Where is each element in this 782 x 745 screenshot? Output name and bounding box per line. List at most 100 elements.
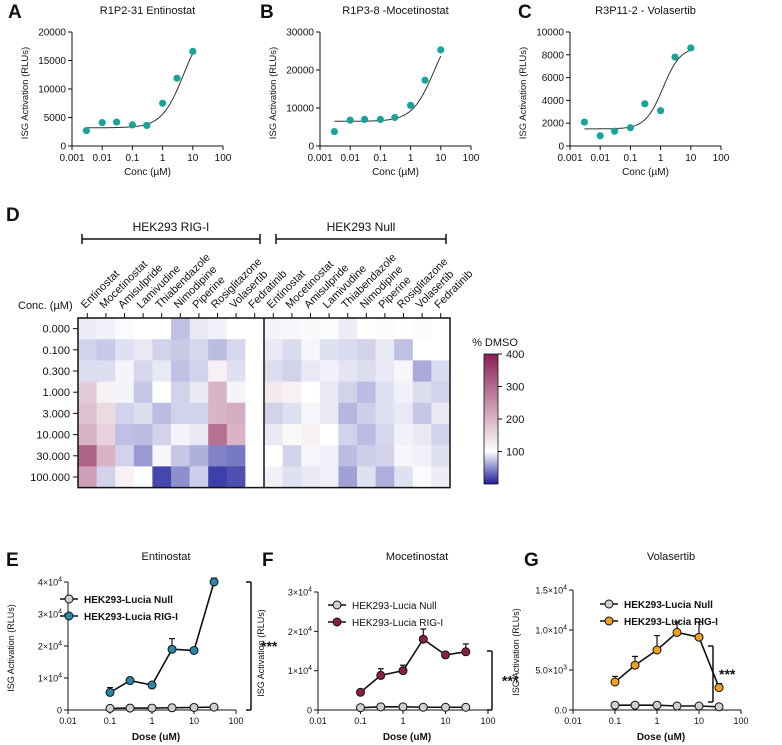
y-tick-label: 0 [57,706,62,716]
row-label: 0.300 [42,366,70,378]
heatmap-cell [282,424,302,446]
heatmap-cell [375,445,395,467]
x-tick-label: 10 [685,153,697,164]
y-axis-label: ISG Activation (RLUs) [518,47,529,139]
panel-letter: G [524,550,539,571]
heatmap-cell [282,339,302,361]
y-tick-label: 20000 [286,66,314,77]
y-tick-label: 10000 [286,104,314,115]
heatmap-cell [78,466,98,489]
heatmap-cell [208,466,228,489]
heatmap-cell [96,445,116,467]
y-tick-exponent: 4 [58,641,62,648]
x-tick-label: 100 [733,716,748,726]
data-point [356,703,365,713]
y-tick-exponent: 4 [58,609,62,616]
x-tick-label: 10 [440,716,450,726]
panel-letter: A [8,2,22,23]
heatmap-cell [226,381,246,404]
y-tick-label: 10000 [536,28,564,39]
heatmap-cell [152,402,172,425]
y-tick-exponent: 4 [308,665,312,672]
chart-title: R1P3-8 -Mocetinostat [342,5,448,17]
y-tick-mantissa: 0.0 [554,706,567,716]
heatmap-cell [171,318,191,340]
data-point [418,634,428,644]
heatmap-cell [208,445,228,467]
x-tick-label: 10 [694,716,704,726]
legend-label: HEK293-Lucia RIG-I [624,617,718,628]
heatmap-cell [338,339,358,361]
heatmap-cell [189,445,209,467]
heatmap-cell [394,402,414,425]
x-axis-label: Conc (µM) [372,167,419,178]
heatmap-cell [319,424,339,446]
heatmap-cell [357,318,377,340]
y-tick-label: 1.5×104 [535,585,567,596]
y-tick-mantissa: 2×10 [288,627,308,637]
heatmap-cell [431,360,451,383]
data-point [672,701,682,711]
x-tick-label: 1 [654,716,659,726]
panel-a: A R1P2-31 Entinostat 0 5000 10000 15000 20000 0… [8,2,232,178]
heatmap-cell [171,381,191,404]
data-point [173,74,181,82]
heatmap-cell [301,445,321,467]
heatmap-cell [171,424,191,446]
heatmap-cell [319,318,339,340]
heatmap-cell [152,466,172,489]
data-point [356,687,365,697]
x-tick-label: 0.01 [564,716,582,726]
data-point [361,115,369,123]
heatmap-cell [282,445,302,467]
data-point [113,118,121,126]
heatmap-cell [338,360,358,383]
y-tick-label: 6000 [542,73,565,84]
data-point [189,645,199,655]
heatmap-cell [301,402,321,425]
data-point [167,644,177,654]
chart-title: R3P11-2 - Volasertib [595,5,696,17]
heatmap-cell [189,339,209,361]
heatmap-cell [226,318,246,340]
legend-label: HEK293-Lucia Null [624,600,713,611]
data-point [641,100,649,108]
heatmap-cell [96,466,116,489]
series-line [614,631,720,688]
row-label: 1.000 [42,387,70,399]
heatmap-cell [208,381,228,404]
heatmap-cell [264,402,284,425]
heatmap-cell [133,360,153,383]
heatmap-cell [171,339,191,361]
heatmap-cell [245,402,265,425]
legend-marker [604,599,614,609]
x-tick-label: 100 [480,716,495,726]
data-point [105,687,115,697]
heatmap-cell [226,466,246,489]
heatmap-cell [78,318,98,340]
data-point [105,703,115,713]
heatmap-cell [338,381,358,404]
x-tick-label: 10 [189,716,199,726]
y-tick-mantissa: 5.0×10 [535,666,563,676]
y-tick-mantissa: 4×10 [38,578,58,588]
heatmap-cell [319,360,339,383]
legend-marker [332,617,342,627]
data-point [630,660,640,670]
panel-letter: F [262,550,274,571]
x-tick-label: 100 [215,153,232,164]
heatmap-cell [319,445,339,467]
heatmap-cell [394,466,414,489]
heatmap-cell [338,318,358,340]
chart-title: Volasertib [647,551,695,563]
y-tick-label: 5.0×103 [535,665,567,676]
x-axis-label: Dose (uM) [383,732,431,743]
data-point [147,680,157,690]
heatmap-cell [412,318,432,340]
heatmap-cell [189,424,209,446]
heatmap-cell [431,466,451,489]
colorbar-tick-label: 100 [506,447,524,459]
heatmap-cell [171,445,191,467]
heatmap-cell [431,445,451,467]
heatmap-cell [133,445,153,467]
